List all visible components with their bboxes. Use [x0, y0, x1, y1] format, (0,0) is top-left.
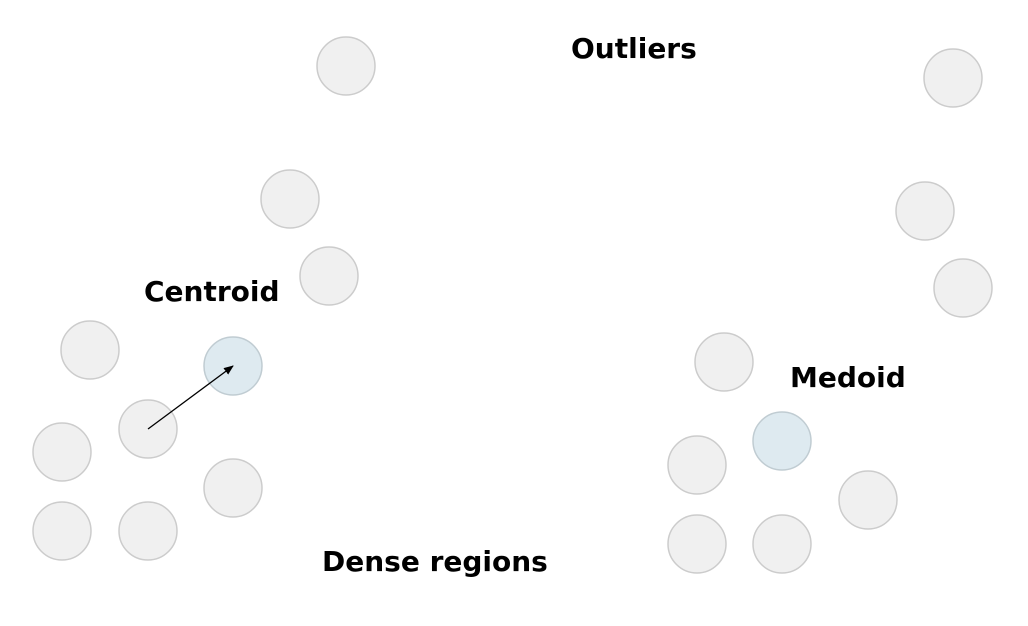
cluster-point [694, 332, 754, 392]
medoid-point [752, 411, 812, 471]
medoid-label: Medoid [790, 361, 906, 394]
cluster-point [203, 458, 263, 518]
cluster-point [838, 470, 898, 530]
dense-regions-label: Dense regions [322, 545, 548, 578]
cluster-point [32, 501, 92, 561]
cluster-point [667, 514, 727, 574]
outliers-label: Outliers [571, 32, 697, 65]
outlier-point [316, 36, 376, 96]
cluster-point [118, 501, 178, 561]
cluster-point [32, 422, 92, 482]
cluster-point [667, 435, 727, 495]
outlier-point [260, 169, 320, 229]
outlier-point [923, 48, 983, 108]
left-cluster [32, 320, 263, 561]
centroid-label: Centroid [144, 275, 280, 308]
cluster-point [60, 320, 120, 380]
cluster-point [752, 514, 812, 574]
outlier-point [299, 246, 359, 306]
outlier-point [895, 181, 955, 241]
centroid-arrow [147, 365, 234, 430]
right-cluster [667, 332, 898, 574]
outlier-points [260, 36, 993, 318]
outlier-point [933, 258, 993, 318]
